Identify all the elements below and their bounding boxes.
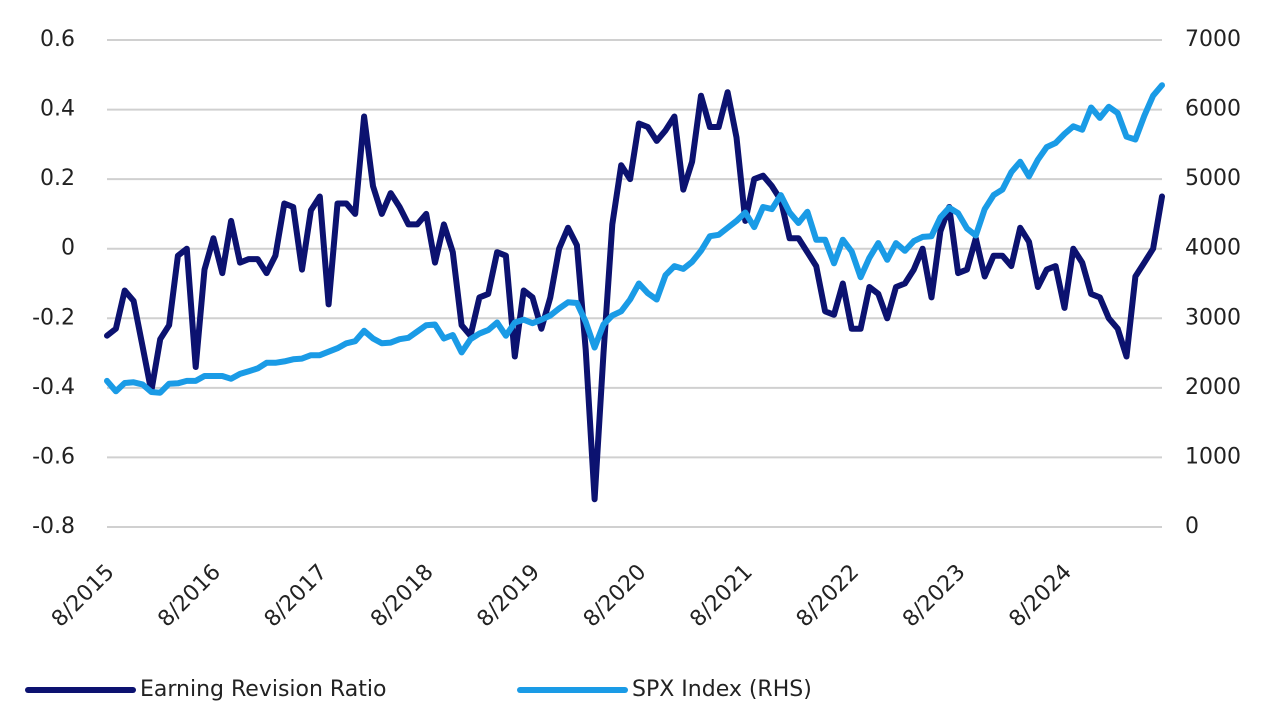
- legend-label: Earning Revision Ratio: [140, 677, 386, 702]
- x-tick-label: 8/2020: [579, 560, 651, 632]
- y-tick-label: 0.6: [40, 27, 75, 52]
- y-tick-label: -0.6: [32, 444, 75, 469]
- y2-tick-label: 2000: [1185, 375, 1241, 400]
- x-tick-label: 8/2021: [685, 560, 757, 632]
- y2-tick-label: 6000: [1185, 97, 1241, 122]
- y-tick-label: 0.4: [40, 97, 75, 122]
- x-tick-label: 8/2018: [366, 560, 438, 632]
- y2-tick-label: 7000: [1185, 27, 1241, 52]
- series-line: [104, 89, 1165, 503]
- x-tick-label: 8/2016: [153, 560, 225, 632]
- x-tick-label: 8/2015: [47, 560, 119, 632]
- x-tick-label: 8/2024: [1005, 560, 1077, 632]
- legend-label: SPX Index (RHS): [632, 677, 812, 702]
- y-tick-label: 0.2: [40, 166, 75, 191]
- x-tick-label: 8/2023: [898, 560, 970, 632]
- x-tick-label: 8/2017: [260, 560, 332, 632]
- y-tick-label: -0.8: [32, 514, 75, 539]
- y2-tick-label: 0: [1185, 514, 1199, 539]
- y2-tick-label: 4000: [1185, 236, 1241, 261]
- y-tick-label: -0.4: [32, 375, 75, 400]
- y-tick-label: 0: [61, 236, 75, 261]
- y2-tick-label: 3000: [1185, 305, 1241, 330]
- series-line: [104, 82, 1165, 396]
- y-tick-label: -0.2: [32, 305, 75, 330]
- y2-tick-label: 1000: [1185, 444, 1241, 469]
- y2-tick-label: 5000: [1185, 166, 1241, 191]
- x-tick-label: 8/2022: [792, 560, 864, 632]
- x-tick-label: 8/2019: [473, 560, 545, 632]
